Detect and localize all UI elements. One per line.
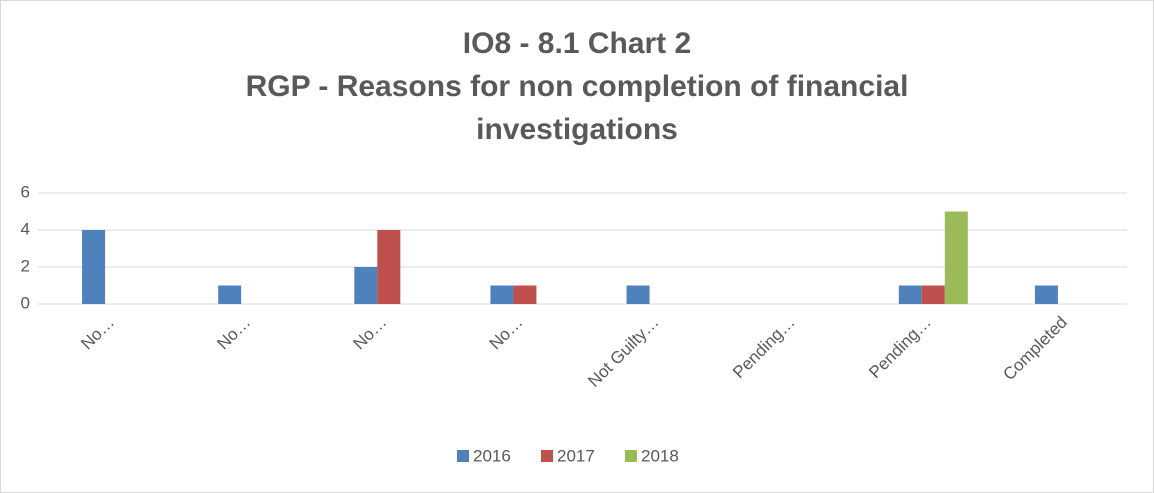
y-tick-label: 2	[21, 256, 30, 275]
bar	[218, 285, 242, 304]
y-tick-label: 4	[21, 219, 30, 238]
legend-label: 2016	[473, 446, 511, 465]
bar	[944, 211, 968, 304]
legend-label: 2018	[641, 446, 679, 465]
y-tick-label: 0	[21, 293, 30, 312]
legend-swatch	[625, 450, 637, 462]
chart-subtitle: RGP - Reasons for non completion of fina…	[245, 70, 909, 146]
bar	[490, 285, 514, 304]
y-tick-label: 6	[21, 182, 30, 201]
chart-title: IO8 - 8.1 Chart 2	[462, 27, 692, 60]
bar	[377, 230, 401, 304]
title-block: IO8 - 8.1 Chart 2 RGP - Reasons for non …	[0, 22, 1154, 151]
legend-swatch	[541, 450, 553, 462]
bar	[626, 285, 650, 304]
bar	[898, 285, 922, 304]
bar	[354, 267, 378, 304]
bar	[1034, 285, 1058, 304]
bar	[82, 230, 106, 304]
legend-label: 2017	[557, 446, 595, 465]
bar	[513, 285, 537, 304]
legend-swatch	[457, 450, 469, 462]
bar	[921, 285, 945, 304]
